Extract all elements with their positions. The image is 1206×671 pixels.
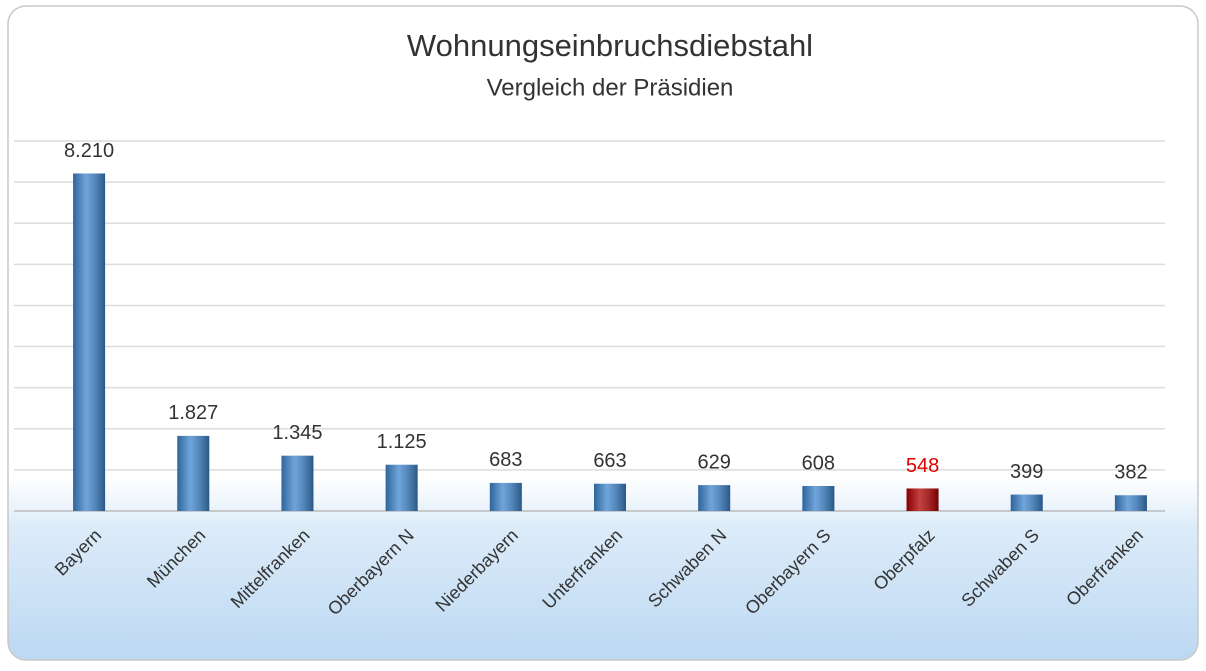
value-label: 1.125 bbox=[377, 431, 427, 453]
value-label: 1.345 bbox=[272, 422, 322, 444]
value-label: 608 bbox=[802, 452, 835, 474]
value-label: 683 bbox=[489, 449, 522, 471]
value-label: 663 bbox=[593, 450, 626, 472]
bar-shade bbox=[281, 455, 314, 511]
chart-title: Wohnungseinbruchsdiebstahl bbox=[407, 28, 813, 63]
bar-shade bbox=[802, 486, 835, 511]
value-label: 548 bbox=[906, 455, 939, 477]
bar-shade bbox=[594, 483, 626, 511]
bar-shade bbox=[385, 464, 418, 511]
bar-shade bbox=[698, 485, 731, 511]
bar-shade bbox=[489, 482, 522, 511]
value-label: 382 bbox=[1114, 462, 1147, 484]
value-label: 1.827 bbox=[168, 402, 218, 424]
bar-shade bbox=[1114, 495, 1147, 511]
value-label: 399 bbox=[1010, 461, 1043, 483]
bar-shade bbox=[906, 488, 939, 511]
chart-subtitle: Vergleich der Präsidien bbox=[487, 74, 734, 101]
bar-shade bbox=[177, 435, 210, 511]
bar-shade bbox=[1010, 494, 1043, 511]
value-label: 629 bbox=[697, 451, 730, 473]
bar-shade bbox=[73, 173, 106, 511]
value-label: 8.210 bbox=[64, 140, 114, 162]
